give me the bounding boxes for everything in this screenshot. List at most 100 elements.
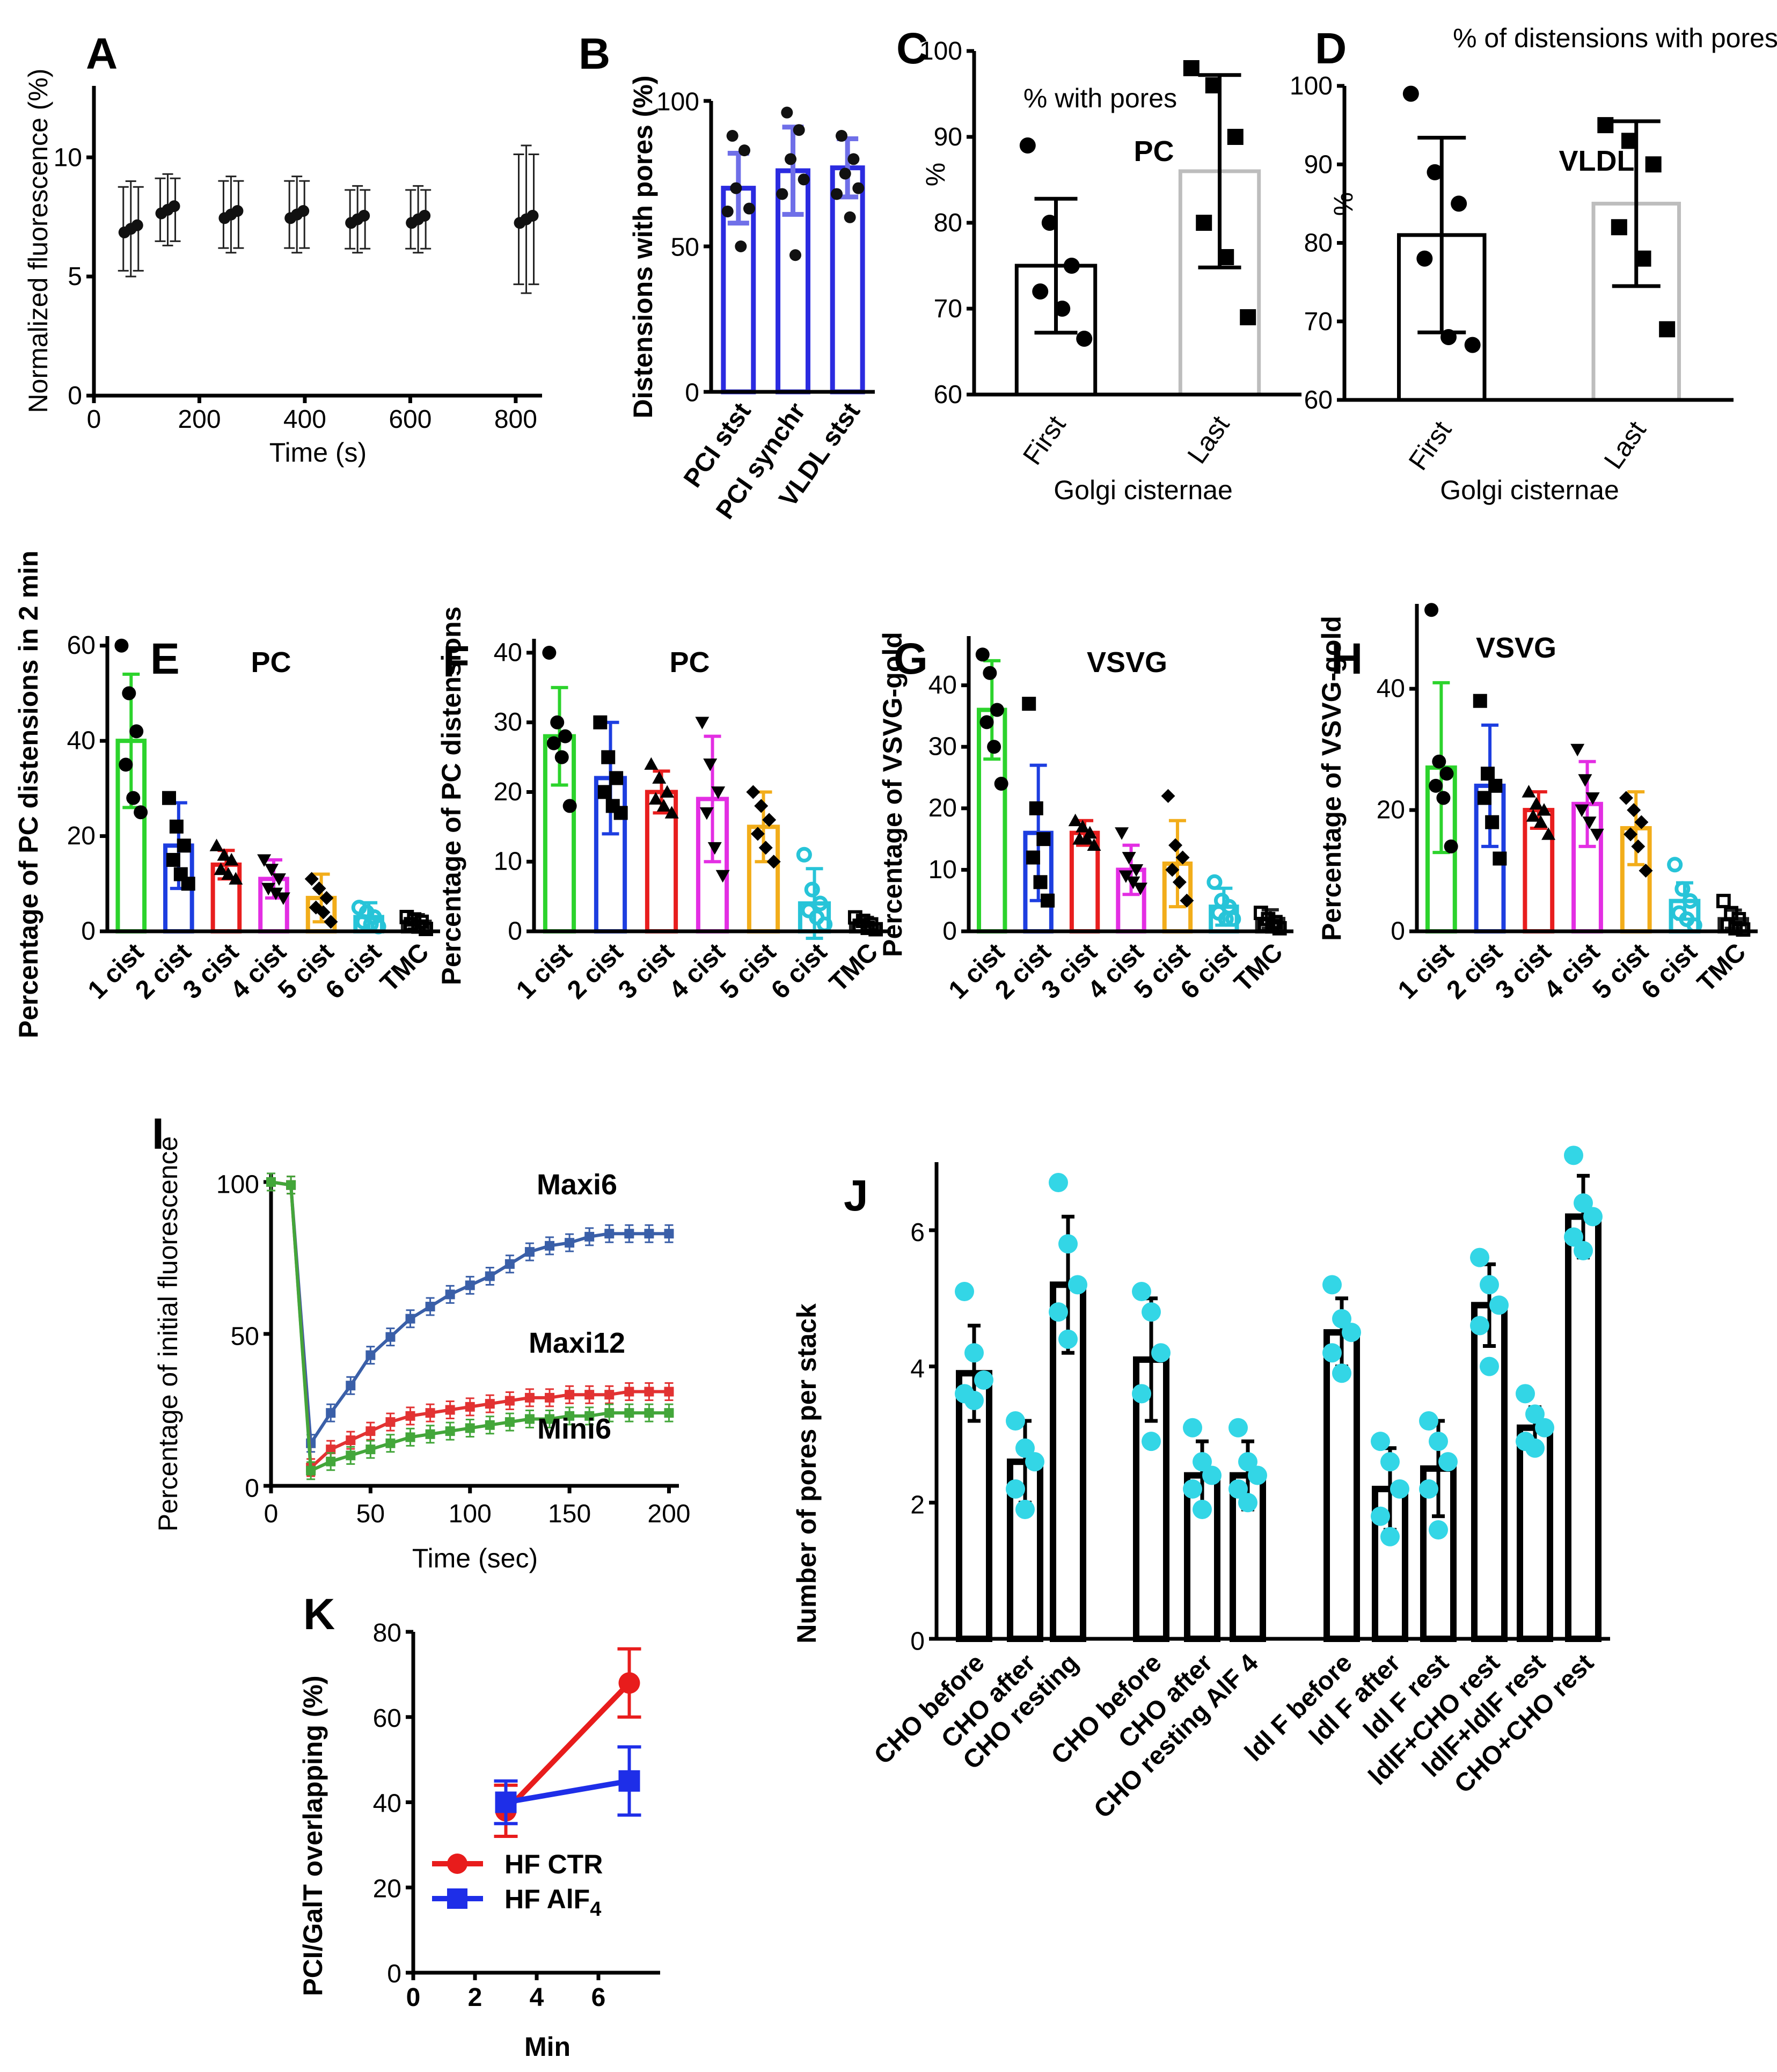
- data-point-d: [1611, 219, 1627, 236]
- data-point-j: [1371, 1506, 1390, 1526]
- data-point-j: [1470, 1247, 1489, 1267]
- x-tick-label: 0: [264, 1500, 279, 1528]
- data-point-maxi12: [346, 1435, 356, 1446]
- data-point-j: [1564, 1227, 1583, 1247]
- data-point-maxi6: [445, 1289, 455, 1300]
- category-label: 1 cist: [1393, 938, 1459, 1004]
- data-point-maxi12: [425, 1408, 435, 1418]
- y-tick-label: 0: [387, 1960, 401, 1988]
- panel-label-f: F: [443, 637, 470, 686]
- data-point-maxi6: [346, 1381, 356, 1391]
- y-axis-title: Normalized fluorescence (%): [23, 69, 53, 413]
- data-point-j: [1151, 1343, 1171, 1363]
- data-point-e: [304, 872, 319, 886]
- data-point-mini6: [485, 1420, 495, 1430]
- data-point-j: [964, 1391, 984, 1410]
- data-point-j: [1574, 1193, 1593, 1213]
- data-point-g: [1026, 850, 1040, 865]
- category-label: 2 cist: [1442, 938, 1508, 1004]
- data-point-e: [214, 862, 228, 876]
- y-tick-label: 90: [934, 123, 962, 151]
- data-point-d: [1645, 156, 1662, 173]
- data-point-f: [762, 813, 777, 827]
- data-point-f: [703, 758, 718, 771]
- data-point-h: [1541, 827, 1556, 840]
- data-point-j: [974, 1370, 993, 1390]
- data-point-maxi6: [664, 1229, 674, 1239]
- data-point-e: [217, 848, 231, 861]
- data-point-j: [1322, 1343, 1342, 1363]
- y-tick-label: 10: [54, 143, 82, 172]
- data-point-f: [554, 750, 569, 764]
- series-label-maxi12: Maxi12: [529, 1327, 625, 1359]
- data-point-h: [1667, 857, 1683, 873]
- bar-j-12: [1565, 1213, 1602, 1642]
- data-point-b: [738, 144, 751, 157]
- data-point-b: [726, 130, 738, 142]
- data-point-maxi6: [485, 1271, 495, 1281]
- data-point-e: [209, 838, 224, 851]
- data-point-f: [758, 841, 773, 855]
- data-point-e: [319, 891, 334, 905]
- data-point-e: [224, 852, 239, 866]
- data-point-e: [257, 854, 272, 867]
- data-point-d: [1427, 164, 1443, 180]
- panel-label-e: E: [150, 634, 180, 683]
- data-point-k-1: [618, 1672, 640, 1694]
- data-point-maxi6: [385, 1332, 396, 1342]
- y-tick-label: 40: [928, 671, 957, 699]
- data-point-h: [1522, 785, 1536, 798]
- data-point-b: [730, 182, 742, 194]
- y-tick-label: 4: [910, 1355, 925, 1383]
- data-point-h: [1578, 774, 1592, 787]
- y-axis-title: Number of pores per stack: [792, 1303, 822, 1644]
- data-point-f: [817, 916, 833, 932]
- data-point-h: [1634, 815, 1649, 829]
- data-point-j: [1470, 1316, 1489, 1336]
- data-point-b: [793, 124, 805, 136]
- data-point-h: [1439, 767, 1454, 781]
- data-point-maxi12: [485, 1399, 495, 1409]
- data-point-h: [1570, 743, 1585, 757]
- data-point-g: [1115, 827, 1129, 840]
- data-point-j: [1006, 1479, 1025, 1499]
- x-axis-title: Min: [524, 2032, 571, 2062]
- data-point-maxi6: [425, 1302, 435, 1312]
- data-point-maxi6: [504, 1259, 515, 1269]
- data-point-e: [166, 852, 180, 867]
- y-tick-label: 60: [934, 381, 962, 409]
- data-point-f: [562, 799, 577, 813]
- category-label: TMC: [824, 938, 883, 997]
- x-tick-label: 50: [356, 1500, 385, 1528]
- category-label: 4 cist: [1539, 938, 1605, 1004]
- data-point-j: [1380, 1452, 1400, 1472]
- data-point-g: [1022, 697, 1036, 711]
- data-point-maxi6: [624, 1229, 634, 1239]
- data-point-g: [983, 666, 997, 680]
- data-point-maxi12: [365, 1426, 376, 1436]
- series-line-k-2: [505, 1778, 630, 1805]
- data-point-h: [1526, 809, 1540, 822]
- data-point-c: [1032, 283, 1049, 300]
- data-point-f: [546, 736, 561, 750]
- y-axis-title: Percentage of initial fluorescence: [153, 1136, 183, 1532]
- data-point-g: [1118, 870, 1133, 883]
- data-point-j: [1342, 1323, 1361, 1343]
- data-point-mini6: [584, 1411, 595, 1421]
- data-point-j: [1535, 1418, 1554, 1438]
- data-point-maxi12: [624, 1387, 634, 1397]
- data-point-j: [1480, 1356, 1499, 1376]
- chart-title: % of distensions with pores: [1453, 23, 1777, 53]
- a-data-point: [168, 200, 180, 213]
- x-tick-label: 150: [548, 1500, 591, 1528]
- data-point-maxi6: [604, 1229, 615, 1239]
- data-point-maxi12: [524, 1392, 535, 1403]
- data-point-e: [126, 791, 141, 805]
- category-label: 3 cist: [178, 938, 244, 1004]
- a-data-point: [131, 219, 143, 231]
- data-point-f: [707, 842, 722, 855]
- data-point-j: [1525, 1404, 1545, 1424]
- data-point-g: [979, 715, 994, 729]
- data-point-j: [1006, 1411, 1025, 1431]
- data-point-e: [122, 686, 136, 701]
